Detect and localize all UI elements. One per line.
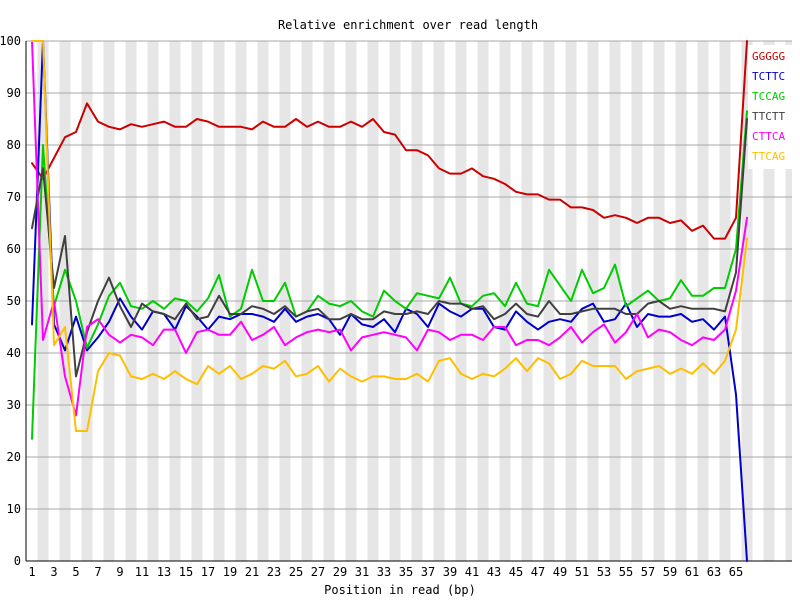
legend-label-ggggg: GGGGG — [752, 50, 785, 63]
x-tick-label: 11 — [135, 565, 149, 579]
legend-label-ttctt: TTCTT — [752, 110, 785, 123]
x-tick-label: 49 — [553, 565, 567, 579]
x-tick-label: 47 — [531, 565, 545, 579]
x-tick-label: 25 — [289, 565, 303, 579]
axes — [25, 41, 792, 562]
y-tick-label: 20 — [7, 450, 21, 464]
y-tick-labels: 0 10 20 30 40 50 60 70 80 90 100 — [0, 34, 21, 568]
y-tick-label: 100 — [0, 34, 21, 48]
x-tick-label: 29 — [333, 565, 347, 579]
y-tick-label: 40 — [7, 346, 21, 360]
y-tick-label: 30 — [7, 398, 21, 412]
x-tick-label: 33 — [377, 565, 391, 579]
x-tick-label: 7 — [94, 565, 101, 579]
y-tick-label: 60 — [7, 242, 21, 256]
chart-title: Relative enrichment over read length — [278, 18, 538, 32]
y-tick-label: 10 — [7, 502, 21, 516]
legend: GGGGG TCTTC TCCAG TTCTT CTTCA TTCAG — [748, 45, 792, 169]
x-tick-label: 35 — [399, 565, 413, 579]
x-tick-label: 43 — [487, 565, 501, 579]
y-tick-label: 80 — [7, 138, 21, 152]
legend-label-cttca: CTTCA — [752, 130, 785, 143]
x-tick-label: 15 — [179, 565, 193, 579]
x-tick-label: 19 — [223, 565, 237, 579]
x-tick-label: 37 — [421, 565, 435, 579]
legend-label-tccag: TCCAG — [752, 90, 785, 103]
x-tick-label: 3 — [50, 565, 57, 579]
x-tick-label: 51 — [575, 565, 589, 579]
x-tick-label: 59 — [663, 565, 677, 579]
x-axis-label: Position in read (bp) — [324, 583, 476, 597]
x-tick-label: 23 — [267, 565, 281, 579]
x-tick-label: 27 — [311, 565, 325, 579]
x-tick-label: 13 — [157, 565, 171, 579]
series-lines — [31, 40, 748, 562]
series-line-tccag — [31, 110, 748, 440]
legend-label-tcttc: TCTTC — [752, 70, 785, 83]
x-tick-label: 41 — [465, 565, 479, 579]
horizontal-gridlines — [26, 40, 792, 510]
series-line-ggggg — [31, 40, 748, 240]
series-line-ttctt — [31, 118, 748, 378]
legend-label-ttcag: TTCAG — [752, 150, 785, 163]
legend-box — [748, 45, 792, 169]
series-line-ttcag — [31, 40, 748, 432]
y-tick-label: 90 — [7, 86, 21, 100]
x-tick-label: 63 — [707, 565, 721, 579]
x-tick-labels: 1 3 5 7 9 11 13 15 17 19 21 23 25 27 29 31 33 35 37 39 41 43 4… — [28, 565, 743, 579]
x-tick-label: 17 — [201, 565, 215, 579]
y-tick-label: 0 — [14, 554, 21, 568]
series-line-tcttc — [31, 40, 748, 562]
x-tick-label: 53 — [597, 565, 611, 579]
x-tick-label: 61 — [685, 565, 699, 579]
x-tick-label: 55 — [619, 565, 633, 579]
x-tick-label: 1 — [28, 565, 35, 579]
x-tick-label: 57 — [641, 565, 655, 579]
x-tick-label: 31 — [355, 565, 369, 579]
x-tick-label: 45 — [509, 565, 523, 579]
x-tick-label: 39 — [443, 565, 457, 579]
x-tick-label: 65 — [729, 565, 743, 579]
y-tick-label: 70 — [7, 190, 21, 204]
series-line-cttca — [31, 40, 748, 417]
x-tick-label: 9 — [116, 565, 123, 579]
y-tick-label: 50 — [7, 294, 21, 308]
x-tick-label: 5 — [72, 565, 79, 579]
x-tick-label: 21 — [245, 565, 259, 579]
